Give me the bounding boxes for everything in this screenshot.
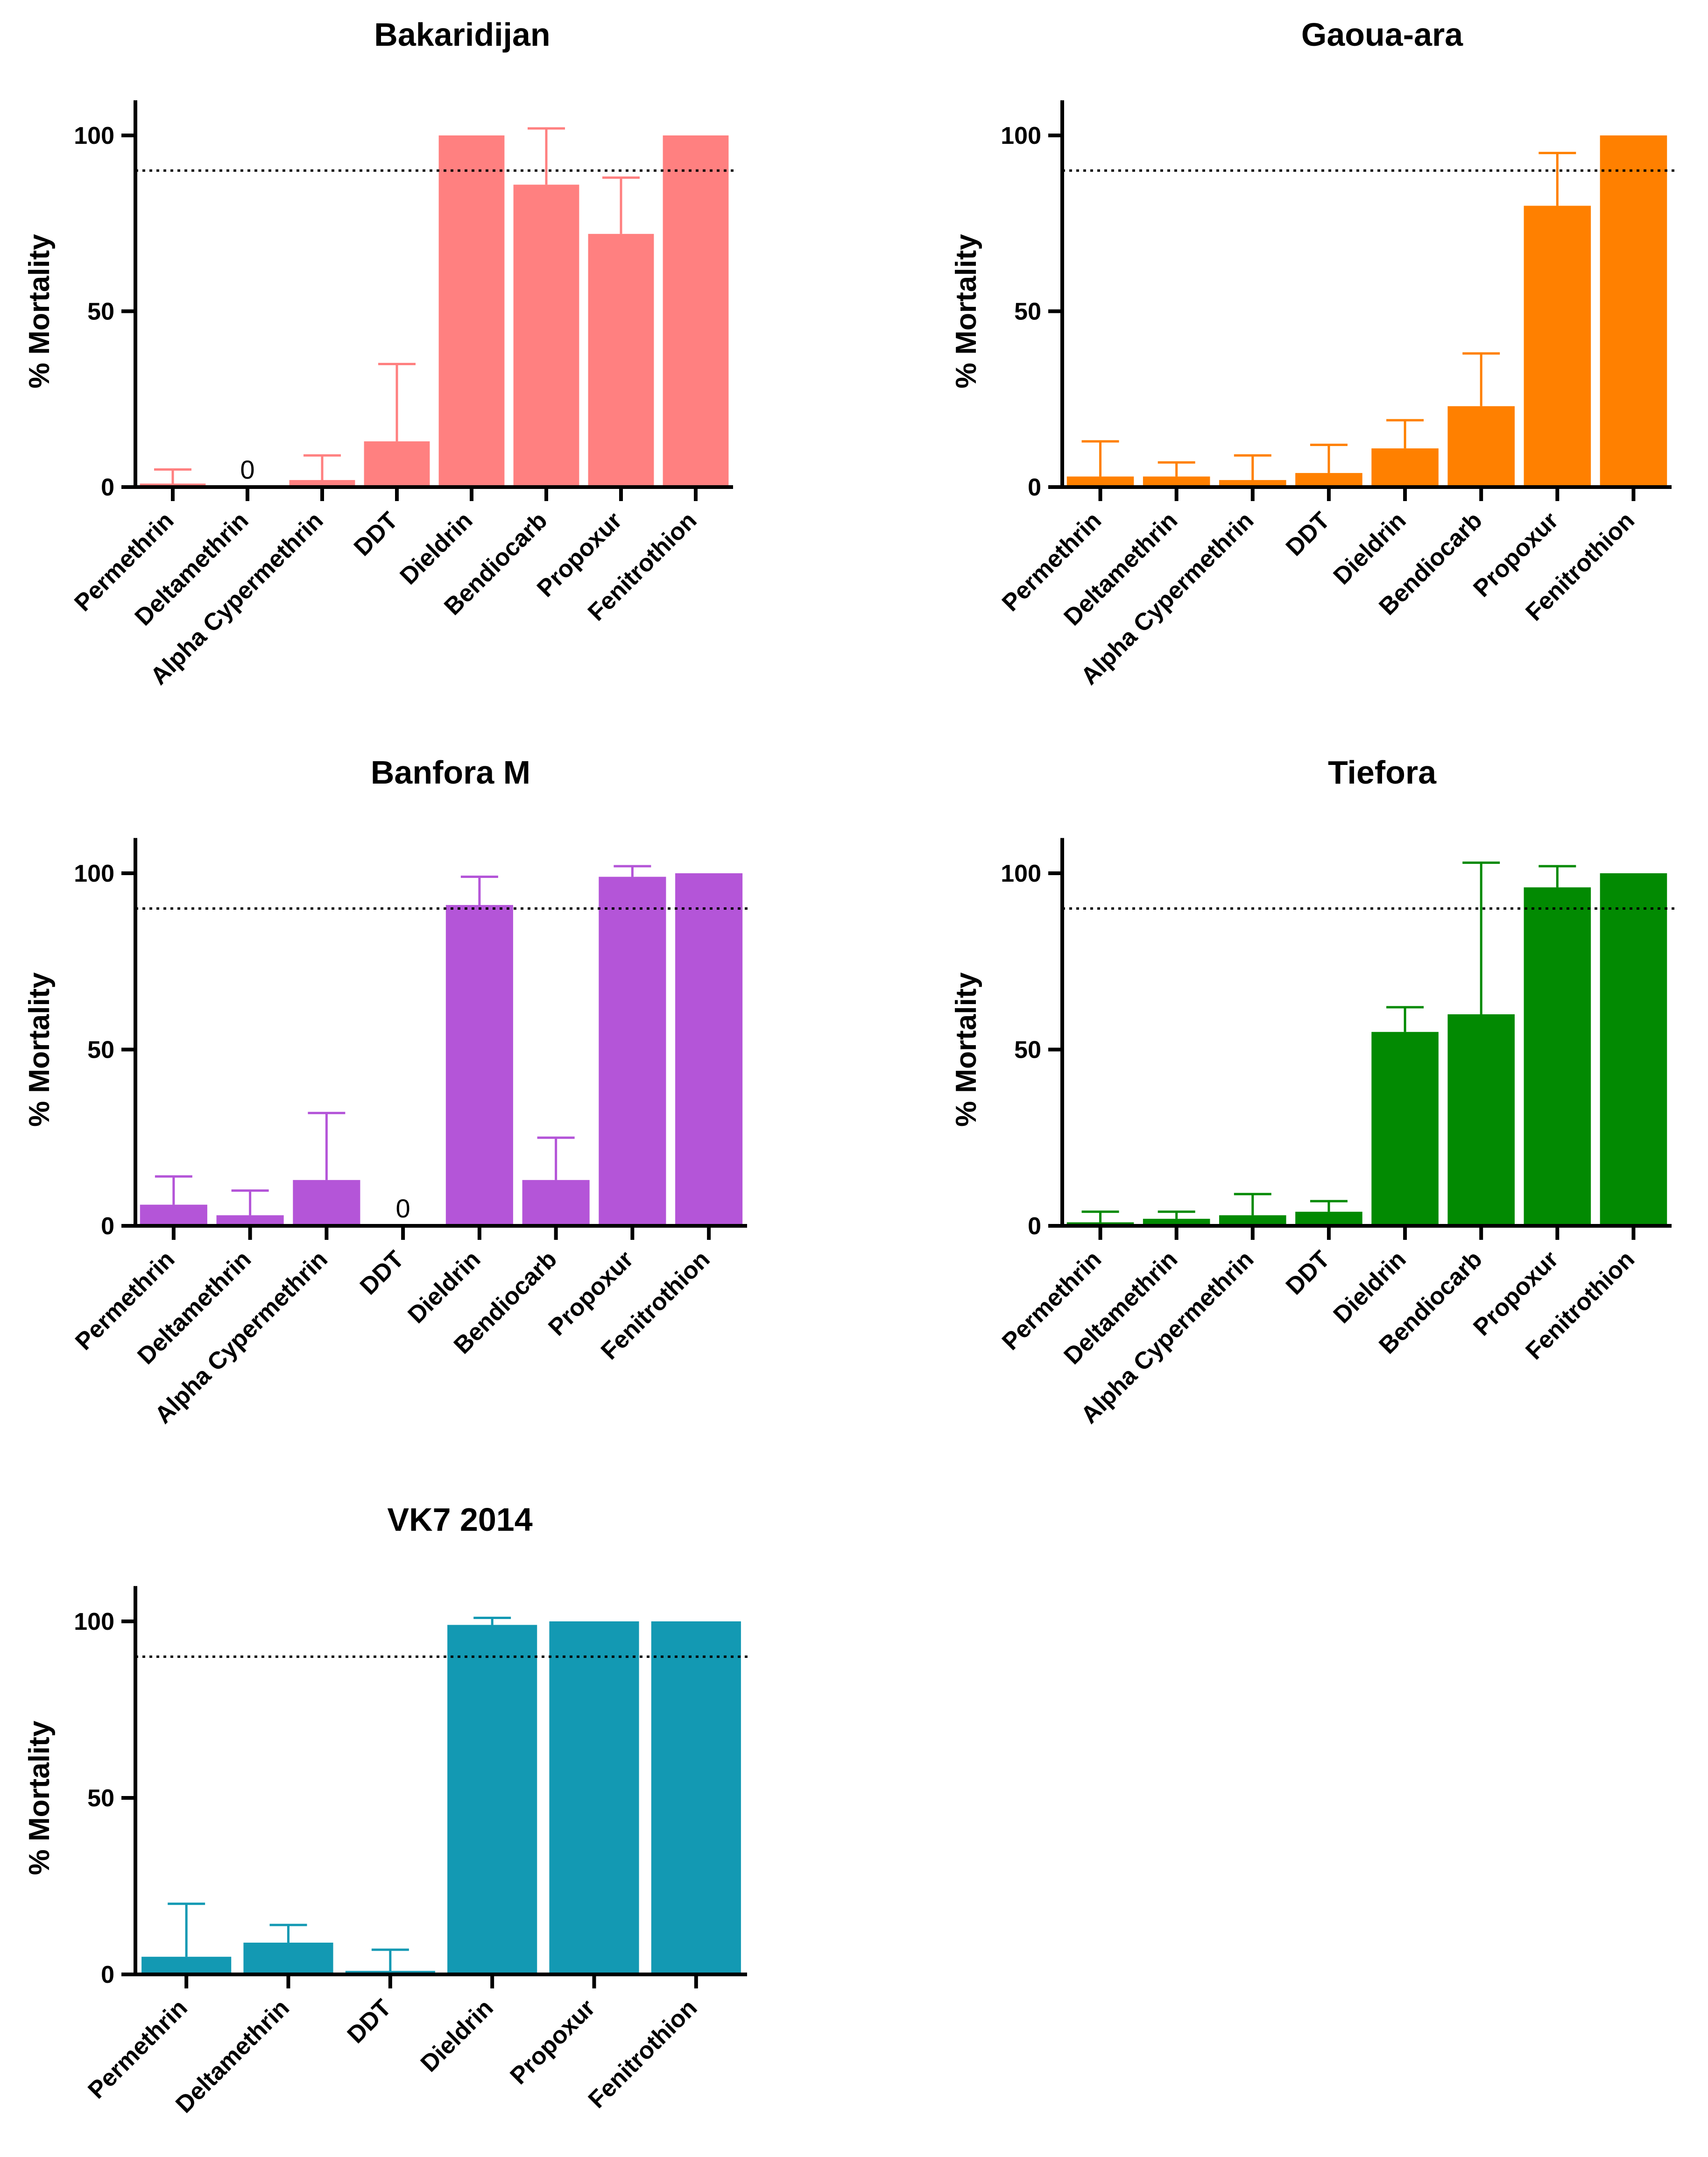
chart-bakaridijan-x-label-ddt: DDT [349,507,403,561]
chart-tiefora-y-tick-label-100: 100 [1001,860,1041,887]
chart-vk7-2014-bar-dieldrin [447,1625,537,1974]
chart-gaoua-ara-x-label-ddt: DDT [1281,507,1335,561]
chart-gaoua-ara-bar-dieldrin [1371,448,1439,487]
chart-tiefora-y-tick-label-50: 50 [1014,1037,1041,1064]
chart-bakaridijan-bar-dieldrin [438,135,505,487]
chart-vk7-2014: VK7 2014% MortalityPermethrinDeltamethri… [23,1501,752,2118]
chart-banfora-m-y-axis-label: % Mortality [23,972,56,1127]
chart-tiefora-bar-alpha-cypermethrin [1219,1215,1286,1226]
chart-banfora-m-bar-propoxur [599,877,666,1226]
chart-tiefora-bar-fenitrothion [1600,873,1667,1226]
chart-vk7-2014-bar-fenitrothion [651,1621,741,1974]
chart-bakaridijan-data-label-deltamethrin: 0 [240,455,254,484]
chart-vk7-2014-y-tick-label-50: 50 [87,1785,114,1812]
chart-banfora-m-x-label-ddt: DDT [355,1245,409,1300]
chart-gaoua-ara-bar-ddt [1295,473,1362,487]
chart-vk7-2014-x-label-permethrin: Permethrin [83,1994,193,2104]
chart-banfora-m-y-tick-label-50: 50 [87,1037,114,1064]
chart-gaoua-ara-bar-deltamethrin [1143,476,1210,487]
chart-vk7-2014-bar-deltamethrin [243,1942,333,1974]
chart-gaoua-ara-bar-bendiocarb [1447,406,1515,487]
chart-tiefora-y-tick-label-0: 0 [1028,1213,1041,1240]
chart-bakaridijan-y-tick-label-100: 100 [74,122,114,149]
chart-banfora-m-y-tick-label-100: 100 [74,860,114,887]
chart-gaoua-ara: Gaoua-ara% MortalityPermethrinDeltamethr… [950,16,1676,690]
chart-gaoua-ara-title: Gaoua-ara [1301,16,1463,53]
chart-banfora-m-bar-alpha-cypermethrin [293,1180,360,1226]
chart-tiefora-bar-propoxur [1524,887,1591,1226]
chart-banfora-m: Banfora M% MortalityPermethrinDeltamethr… [23,754,752,1429]
chart-banfora-m-y-tick-label-0: 0 [101,1213,114,1240]
chart-gaoua-ara-y-axis-label: % Mortality [950,234,982,389]
chart-bakaridijan: Bakaridijan% MortalityPermethrin0Deltame… [23,16,738,690]
chart-bakaridijan-y-tick-label-0: 0 [101,474,114,501]
chart-gaoua-ara-y-tick-label-0: 0 [1028,474,1041,501]
chart-tiefora-bar-bendiocarb [1447,1014,1515,1226]
chart-bakaridijan-y-axis-label: % Mortality [23,234,56,389]
chart-banfora-m-data-label-ddt: 0 [396,1194,410,1223]
chart-vk7-2014-bar-propoxur [549,1621,639,1974]
chart-tiefora-x-label-ddt: DDT [1281,1245,1335,1300]
chart-vk7-2014-x-label-fenitrothion: Fenitrothion [583,1994,702,2113]
chart-bakaridijan-bar-propoxur [588,233,654,488]
chart-tiefora-title: Tiefora [1328,754,1437,791]
chart-bakaridijan-bar-fenitrothion [663,135,729,487]
chart-tiefora-y-axis-label: % Mortality [950,972,982,1127]
chart-bakaridijan-y-tick-label-50: 50 [87,298,114,325]
chart-vk7-2014-y-tick-label-0: 0 [101,1961,114,1988]
chart-banfora-m-bar-fenitrothion [675,873,743,1226]
chart-tiefora-bar-ddt [1295,1211,1362,1226]
chart-vk7-2014-x-label-ddt: DDT [342,1994,397,2049]
chart-bakaridijan-title: Bakaridijan [374,16,550,53]
chart-bakaridijan-bar-ddt [364,441,430,487]
chart-bakaridijan-bar-bendiocarb [513,184,579,487]
chart-gaoua-ara-y-tick-label-100: 100 [1001,122,1041,149]
chart-gaoua-ara-bar-fenitrothion [1600,135,1667,487]
chart-banfora-m-title: Banfora M [371,754,530,791]
chart-vk7-2014-y-tick-label-100: 100 [74,1608,114,1635]
chart-vk7-2014-x-label-propoxur: Propoxur [505,1994,600,2089]
chart-tiefora: Tiefora% MortalityPermethrinDeltamethrin… [950,754,1676,1429]
chart-vk7-2014-bar-permethrin [141,1957,232,1974]
chart-banfora-m-bar-bendiocarb [522,1180,590,1226]
chart-gaoua-ara-y-tick-label-50: 50 [1014,298,1041,325]
chart-tiefora-bar-dieldrin [1371,1032,1439,1226]
chart-vk7-2014-y-axis-label: % Mortality [23,1720,56,1875]
chart-banfora-m-bar-deltamethrin [216,1215,284,1226]
chart-vk7-2014-title: VK7 2014 [387,1501,532,1538]
chart-gaoua-ara-bar-permethrin [1066,476,1134,487]
chart-banfora-m-bar-dieldrin [445,905,513,1226]
chart-vk7-2014-x-label-dieldrin: Dieldrin [416,1994,499,2077]
chart-gaoua-ara-bar-propoxur [1524,205,1591,488]
chart-banfora-m-bar-permethrin [140,1204,207,1226]
